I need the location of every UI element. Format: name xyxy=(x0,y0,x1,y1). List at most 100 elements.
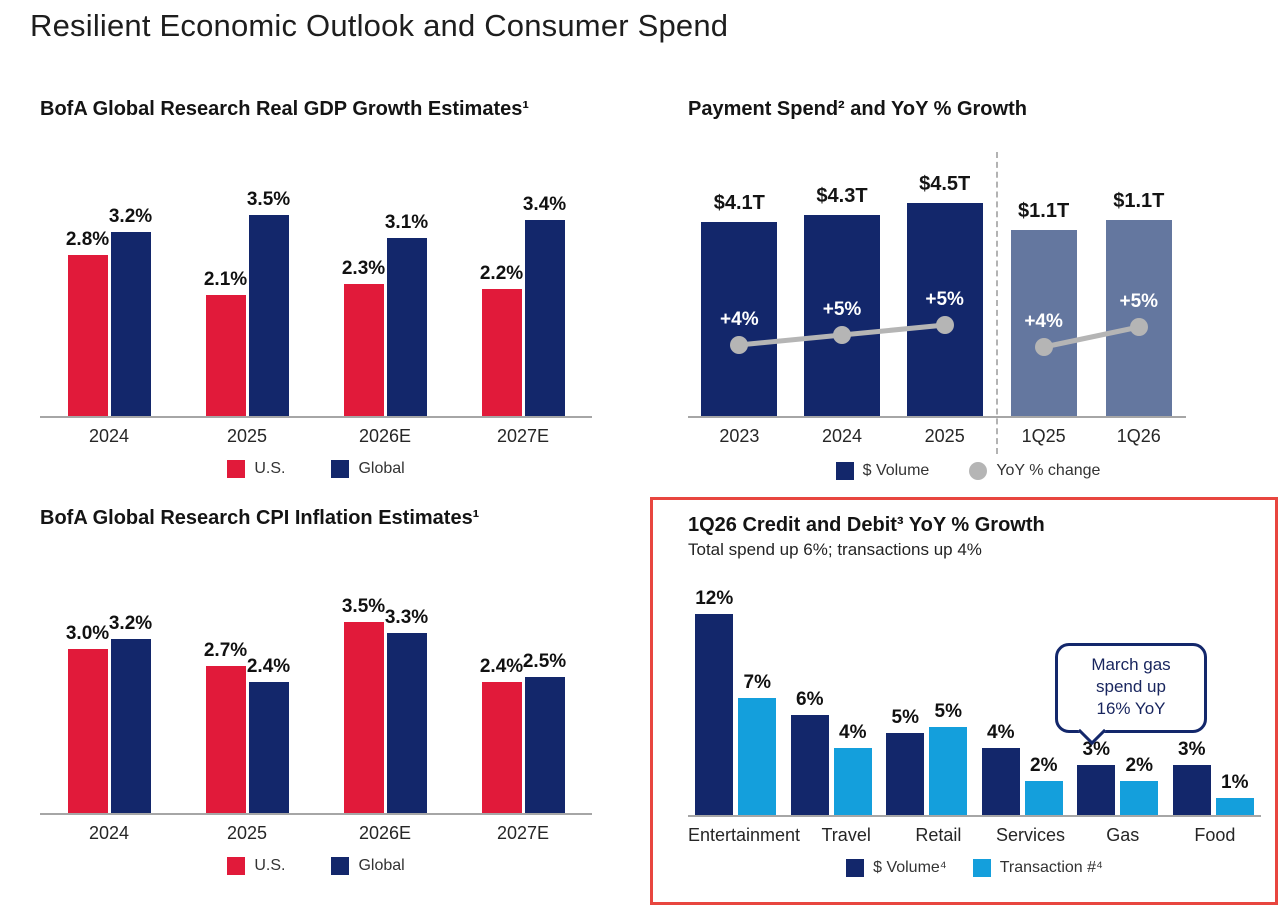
credit-debit-legend: $ Volume⁴ Transaction #⁴ xyxy=(688,859,1261,877)
bar: $4.1T +4% xyxy=(701,192,778,416)
bar-group-2024: 2.8% 3.2% xyxy=(40,206,178,416)
legend-item: Global xyxy=(331,460,405,478)
bar-group-2025: 2.1% 3.5% xyxy=(178,189,316,416)
bar-group-food: 3% 1% xyxy=(1166,739,1262,815)
bar: 3.2% xyxy=(109,206,152,416)
volume-label: $4.3T xyxy=(816,185,868,207)
bar: $4.3T +5% xyxy=(804,185,880,416)
bar-value-label: 7% xyxy=(743,672,771,693)
bar-value-label: 5% xyxy=(934,701,962,722)
bar: 2.4% xyxy=(480,656,523,813)
bar-value-label: 1% xyxy=(1221,772,1249,793)
bar-value-label: 2.4% xyxy=(246,656,291,677)
bar-group-retail: 5% 5% xyxy=(879,701,975,815)
bar-value-label: 2.5% xyxy=(522,651,567,672)
circle-swatch xyxy=(969,462,988,480)
bar-value-label: 3.2% xyxy=(108,206,153,227)
axis-label: 2026E xyxy=(358,426,412,446)
volume-label: $4.1T xyxy=(713,192,765,214)
subplot-quarterly: $1.1T +4% $1.1T +5% 1Q25 1Q26 xyxy=(996,186,1187,447)
cpi-inflation-chart: BofA Global Research CPI Inflation Estim… xyxy=(40,505,592,875)
yoy-growth-label: +5% xyxy=(1119,291,1159,312)
bar-value-label: 2.7% xyxy=(203,640,248,661)
bar: 2% xyxy=(1024,755,1063,815)
legend-label: YoY % change xyxy=(996,462,1101,479)
bar-value-label: 4% xyxy=(839,722,867,743)
bar-value-label: 2.3% xyxy=(341,258,386,279)
square-swatch xyxy=(972,859,991,877)
credit-debit-title: 1Q26 Credit and Debit³ YoY % Growth xyxy=(688,514,1045,536)
yoy-growth-label: +4% xyxy=(720,309,759,330)
square-swatch xyxy=(227,857,246,875)
gdp-growth-chart: BofA Global Research Real GDP Growth Est… xyxy=(40,96,592,478)
bar: 3.5% xyxy=(247,189,290,416)
bar-value-label: 12% xyxy=(695,588,734,609)
bar-value-label: 3% xyxy=(1082,739,1110,760)
bar-value-label: 5% xyxy=(891,707,919,728)
axis-label: 2025 xyxy=(924,426,965,446)
bar-value-label: 3.2% xyxy=(108,613,153,634)
credit-debit-bars: 12% 7% 6% 4% 5% 5% 4% 2% 3% 2% 3% 1% xyxy=(688,588,1262,817)
axis-label: Retail xyxy=(915,825,962,845)
callout-line: 16% YoY xyxy=(1096,699,1166,719)
cpi-bars: 3.0% 3.2% 2.7% 2.4% 3.5% 3.3% 2.4% 2.5% xyxy=(40,589,592,815)
legend-label: $ Volume xyxy=(862,462,930,479)
legend-label: U.S. xyxy=(254,857,286,874)
bar: 4% xyxy=(833,722,872,815)
axis-label: 2027E xyxy=(496,426,550,446)
annual-quarterly-divider xyxy=(996,152,998,454)
bar-group-2026e: 3.5% 3.3% xyxy=(316,596,454,813)
bar: 3.5% xyxy=(342,596,385,813)
bar: 2.8% xyxy=(66,229,109,416)
bar-value-label: 3% xyxy=(1178,739,1206,760)
square-swatch xyxy=(846,859,865,877)
axis-label: 2025 xyxy=(226,426,268,446)
square-swatch xyxy=(835,462,854,480)
axis-label: 2026E xyxy=(358,823,412,843)
bar: 3.3% xyxy=(385,607,428,813)
axis-label: 2024 xyxy=(821,426,863,446)
axis-label: 2023 xyxy=(719,426,760,446)
yoy-growth-label: +5% xyxy=(925,289,964,310)
bar-group-travel: 6% 4% xyxy=(784,689,880,815)
cpi-legend: U.S. Global xyxy=(40,857,592,875)
gas-spend-callout: March gas spend up 16% YoY xyxy=(1055,643,1207,734)
square-swatch xyxy=(227,460,246,478)
bar-value-label: 2% xyxy=(1125,755,1153,776)
legend-item: U.S. xyxy=(227,857,285,875)
bar-value-label: 2.2% xyxy=(479,263,524,284)
axis-label: 2024 xyxy=(88,823,130,843)
bar: 5% xyxy=(929,701,968,815)
bar: 2.7% xyxy=(204,640,247,813)
bar-column: $1.1T +5% xyxy=(1091,190,1186,416)
bar-column: $4.3T +5% xyxy=(791,185,894,416)
credit-debit-x-axis: Entertainment Travel Retail Services Gas Food xyxy=(688,825,1261,846)
subplot-annual: $4.1T +4% $4.3T +5% $4.5T +5% 2023 2024 2025 xyxy=(688,173,996,447)
bar: $4.5T +5% xyxy=(906,173,983,416)
bar-value-label: 3.1% xyxy=(384,212,429,233)
bar-value-label: 2.8% xyxy=(65,229,110,250)
bar-group-2026e: 2.3% 3.1% xyxy=(316,212,454,416)
bar: 2.2% xyxy=(480,263,523,416)
legend-item: $ Volume xyxy=(835,462,930,480)
spacer xyxy=(1186,186,1248,447)
legend-item: U.S. xyxy=(227,460,285,478)
bar-column: $4.1T +4% xyxy=(688,192,791,416)
credit-debit-plot-area: 12% 7% 6% 4% 5% 5% 4% 2% 3% 2% 3% 1% Entertainment T… xyxy=(688,588,1262,846)
bar-column: $1.1T +4% xyxy=(996,200,1091,416)
cpi-x-axis: 2024 2025 2026E 2027E xyxy=(40,823,592,844)
credit-debit-chart: 1Q26 Credit and Debit³ YoY % Growth Tota… xyxy=(650,497,1278,905)
gdp-x-axis: 2024 2025 2026E 2027E xyxy=(40,426,592,447)
axis-label: 2024 xyxy=(88,426,130,446)
legend-label: $ Volume⁴ xyxy=(873,859,947,876)
square-swatch xyxy=(331,857,350,875)
bar-value-label: 2% xyxy=(1030,755,1058,776)
legend-item: Global xyxy=(331,857,405,875)
callout-line: spend up xyxy=(1096,677,1166,697)
legend-item: $ Volume⁴ xyxy=(846,859,947,877)
bar: 3% xyxy=(1077,739,1116,815)
volume-label: $1.1T xyxy=(1113,190,1165,212)
bar: $1.1T +4% xyxy=(1010,200,1077,416)
bar-value-label: 3.0% xyxy=(65,623,110,644)
